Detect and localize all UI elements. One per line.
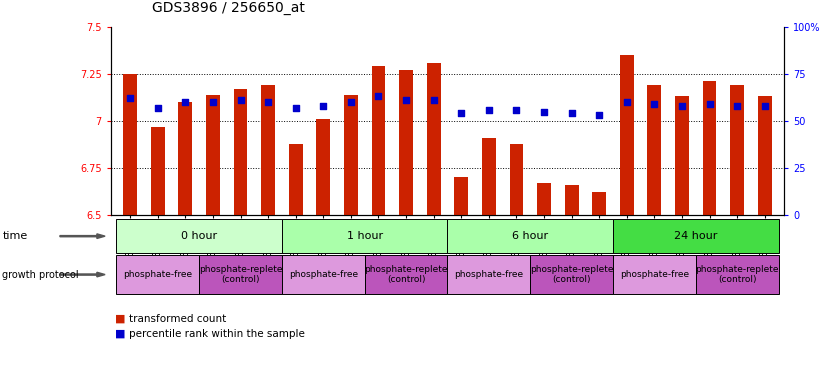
Point (482, 107, 495, 113)
Bar (703, 81, 717, 215)
Point (151, 105, 164, 111)
Bar (123, 74, 137, 215)
Bar (454, 177, 468, 215)
Bar (613, 255, 695, 294)
Bar (282, 255, 365, 294)
Point (455, 110, 468, 116)
Point (538, 108, 551, 114)
Bar (530, 255, 613, 294)
Bar (447, 219, 613, 253)
Bar (482, 138, 496, 215)
Bar (151, 127, 165, 215)
Bar (565, 185, 579, 215)
Text: phosphate-free: phosphate-free (620, 270, 689, 279)
Text: GDS3896 / 256650_at: GDS3896 / 256650_at (152, 2, 305, 15)
Point (234, 97, 247, 103)
Text: ■: ■ (115, 314, 126, 324)
Bar (730, 85, 744, 215)
Text: percentile rank within the sample: percentile rank within the sample (129, 329, 305, 339)
Point (400, 97, 413, 103)
Point (703, 101, 716, 107)
Point (317, 103, 330, 109)
Bar (592, 192, 606, 215)
Bar (200, 255, 282, 294)
Point (206, 99, 219, 105)
Point (731, 103, 744, 109)
Text: 0 hour: 0 hour (181, 231, 218, 241)
Bar (758, 96, 772, 215)
Bar (695, 255, 778, 294)
Text: ■: ■ (115, 329, 126, 339)
Text: phosphate-free: phosphate-free (454, 270, 524, 279)
Bar (282, 219, 447, 253)
Text: 24 hour: 24 hour (674, 231, 718, 241)
Bar (427, 63, 441, 215)
Text: phosphate-replete
(control): phosphate-replete (control) (695, 265, 779, 284)
Point (565, 110, 578, 116)
Bar (620, 55, 634, 215)
Bar (648, 85, 661, 215)
Point (289, 105, 302, 111)
Text: time: time (2, 231, 28, 241)
Bar (316, 119, 330, 215)
Text: phosphate-replete
(control): phosphate-replete (control) (530, 265, 613, 284)
Point (262, 99, 275, 105)
Text: 1 hour: 1 hour (346, 231, 383, 241)
Point (344, 99, 357, 105)
Point (427, 97, 440, 103)
Bar (261, 85, 275, 215)
Point (758, 103, 771, 109)
Text: phosphate-replete
(control): phosphate-replete (control) (365, 265, 447, 284)
Bar (613, 219, 778, 253)
Bar (178, 102, 192, 215)
Text: phosphate-replete
(control): phosphate-replete (control) (199, 265, 282, 284)
Bar (117, 219, 282, 253)
Bar (372, 66, 385, 215)
Bar (234, 89, 247, 215)
Point (648, 101, 661, 107)
Bar (344, 94, 358, 215)
Point (179, 99, 192, 105)
Bar (289, 144, 303, 215)
Bar (399, 70, 413, 215)
Point (676, 103, 689, 109)
Point (372, 93, 385, 99)
Point (124, 95, 137, 101)
Text: phosphate-free: phosphate-free (123, 270, 192, 279)
Text: 6 hour: 6 hour (512, 231, 548, 241)
Bar (447, 255, 530, 294)
Point (593, 112, 606, 118)
Text: transformed count: transformed count (129, 314, 226, 324)
Text: growth protocol: growth protocol (2, 270, 79, 280)
Text: phosphate-free: phosphate-free (289, 270, 358, 279)
Point (620, 99, 633, 105)
Bar (537, 183, 551, 215)
Bar (675, 96, 689, 215)
Bar (117, 255, 200, 294)
Bar (510, 144, 523, 215)
Bar (206, 94, 220, 215)
Bar (365, 255, 447, 294)
Point (510, 107, 523, 113)
